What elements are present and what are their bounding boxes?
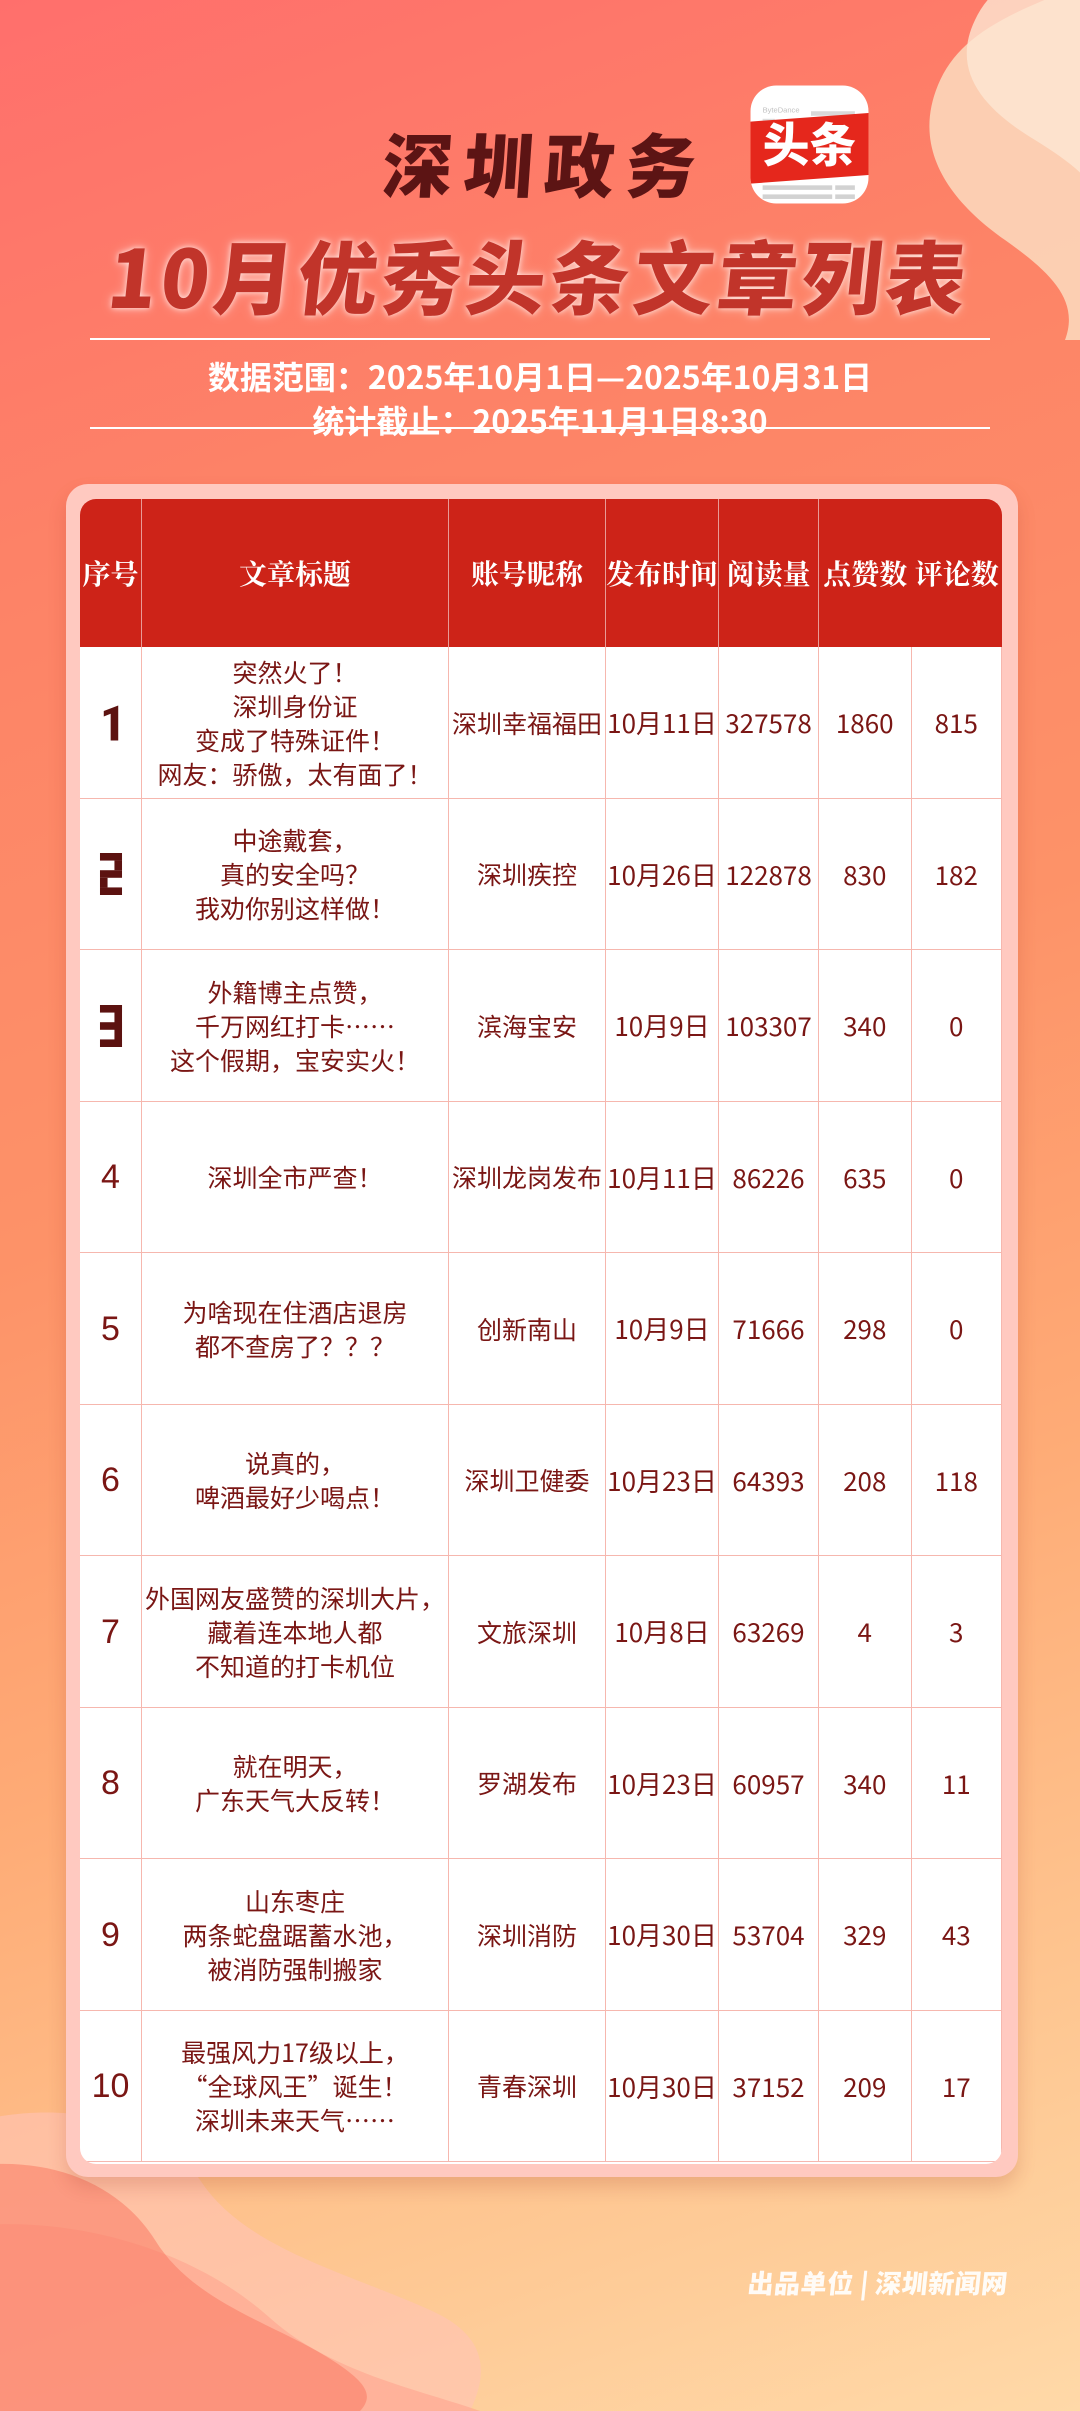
svg-text:头条: 头条 xyxy=(763,108,857,176)
